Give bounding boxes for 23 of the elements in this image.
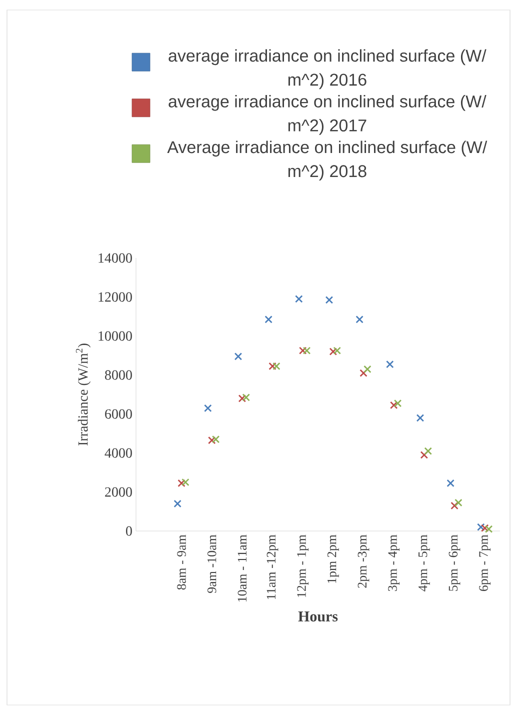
y-tick-label: 0 [126, 526, 132, 536]
y-tick-label: 6000 [105, 409, 132, 419]
x-tick-label: 11am -12pm [266, 534, 278, 599]
x-tick-label: 8am - 9am [177, 534, 186, 590]
y-tick-label: 8000 [105, 370, 132, 380]
y-axis-title: Irradiance (W/m$^{2}$) [76, 344, 91, 446]
x-tick-label: 9am -10am [207, 534, 216, 593]
x-tick-label: 6pm - 7pm [479, 534, 491, 592]
legend-label: average irradiance on inclined surface (W/ m^2) 2017 [168, 94, 486, 135]
y-tick-label: 14000 [98, 253, 132, 263]
y-tick-label: 4000 [104, 448, 132, 458]
y-tick-label: 2000 [105, 487, 132, 497]
x-tick-label: 2pm -3pm [358, 534, 370, 588]
x-tick-label: 12pm - 1pm [297, 534, 309, 597]
x-tick-label: 3pm - 4pm [388, 534, 400, 591]
y-tick-label: 12000 [98, 292, 132, 302]
x-tick-label: 5pm - 6pm [448, 534, 460, 591]
x-tick-label: 4pm - 5pm [418, 534, 430, 592]
x-tick-label: 10am - 11am [238, 534, 247, 602]
x-axis-title: Hours [298, 612, 338, 622]
legend-label: Average irradiance on inclined surface (W/ m^2) 2018 [167, 140, 488, 181]
y-tick-label: 10000 [98, 331, 132, 341]
x-tick-label: 1pm 2pm [327, 534, 339, 583]
